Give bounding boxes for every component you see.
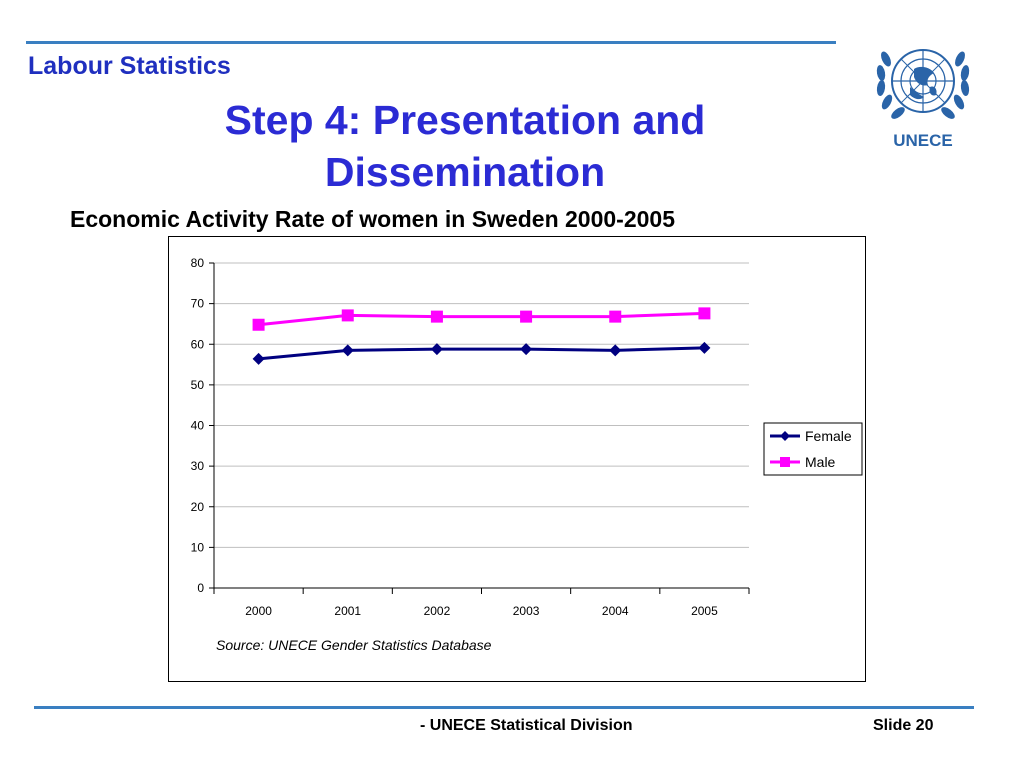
line-chart: 0 10 20 30 40 50 60 70 80 2000 2001 2002 2003 2004 200… (191, 256, 863, 653)
x-tick-label: 2003 (513, 604, 540, 618)
y-tick-label: 50 (191, 378, 205, 392)
series-line-male (258, 311, 705, 327)
data-point-female (698, 341, 711, 354)
data-point-female (430, 343, 443, 356)
data-point-male (698, 307, 711, 320)
legend-marker-female (780, 431, 790, 441)
legend-label-female: Female (805, 428, 852, 444)
data-point-male (609, 310, 622, 323)
data-point-male (430, 310, 443, 323)
x-tick-label: 2002 (424, 604, 451, 618)
x-tick-label: 2001 (334, 604, 361, 618)
data-point-female (252, 352, 265, 365)
legend-label-male: Male (805, 454, 836, 470)
un-emblem-icon: UNECE (864, 25, 982, 151)
y-tick-label: 20 (191, 500, 205, 514)
slide-title: Step 4: Presentation and Dissemination (224, 97, 706, 195)
legend-marker-male (780, 457, 790, 467)
data-point-male (520, 310, 533, 323)
y-tick-label: 70 (191, 297, 205, 311)
x-tick-label: 2004 (602, 604, 629, 618)
series-line-female (258, 346, 705, 361)
y-tick-label: 40 (191, 419, 205, 433)
footer-division: - UNECE Statistical Division (420, 717, 633, 734)
section-title: Labour Statistics (28, 52, 231, 80)
top-divider (26, 41, 836, 44)
y-tick-label: 80 (191, 256, 205, 270)
y-tick-label: 10 (191, 540, 205, 554)
chart-frame: 0 10 20 30 40 50 60 70 80 2000 2001 2002 2003 2004 200… (168, 236, 866, 682)
data-point-male (341, 309, 354, 322)
chart-heading: Economic Activity Rate of women in Swede… (70, 206, 676, 232)
data-point-female (341, 344, 354, 357)
data-point-female (609, 344, 622, 357)
x-tick-label: 2000 (245, 604, 272, 618)
bottom-divider (34, 706, 974, 709)
y-tick-label: 30 (191, 459, 205, 473)
data-point-female (520, 343, 533, 356)
slide-number: Slide 20 (873, 717, 934, 734)
unece-logo: UNECE (864, 25, 982, 151)
data-point-male (252, 318, 265, 331)
y-tick-label: 60 (191, 337, 205, 351)
logo-text: UNECE (893, 131, 953, 150)
y-tick-label: 0 (197, 581, 204, 595)
x-tick-label: 2005 (691, 604, 718, 618)
source-note: Source: UNECE Gender Statistics Database (216, 637, 492, 653)
